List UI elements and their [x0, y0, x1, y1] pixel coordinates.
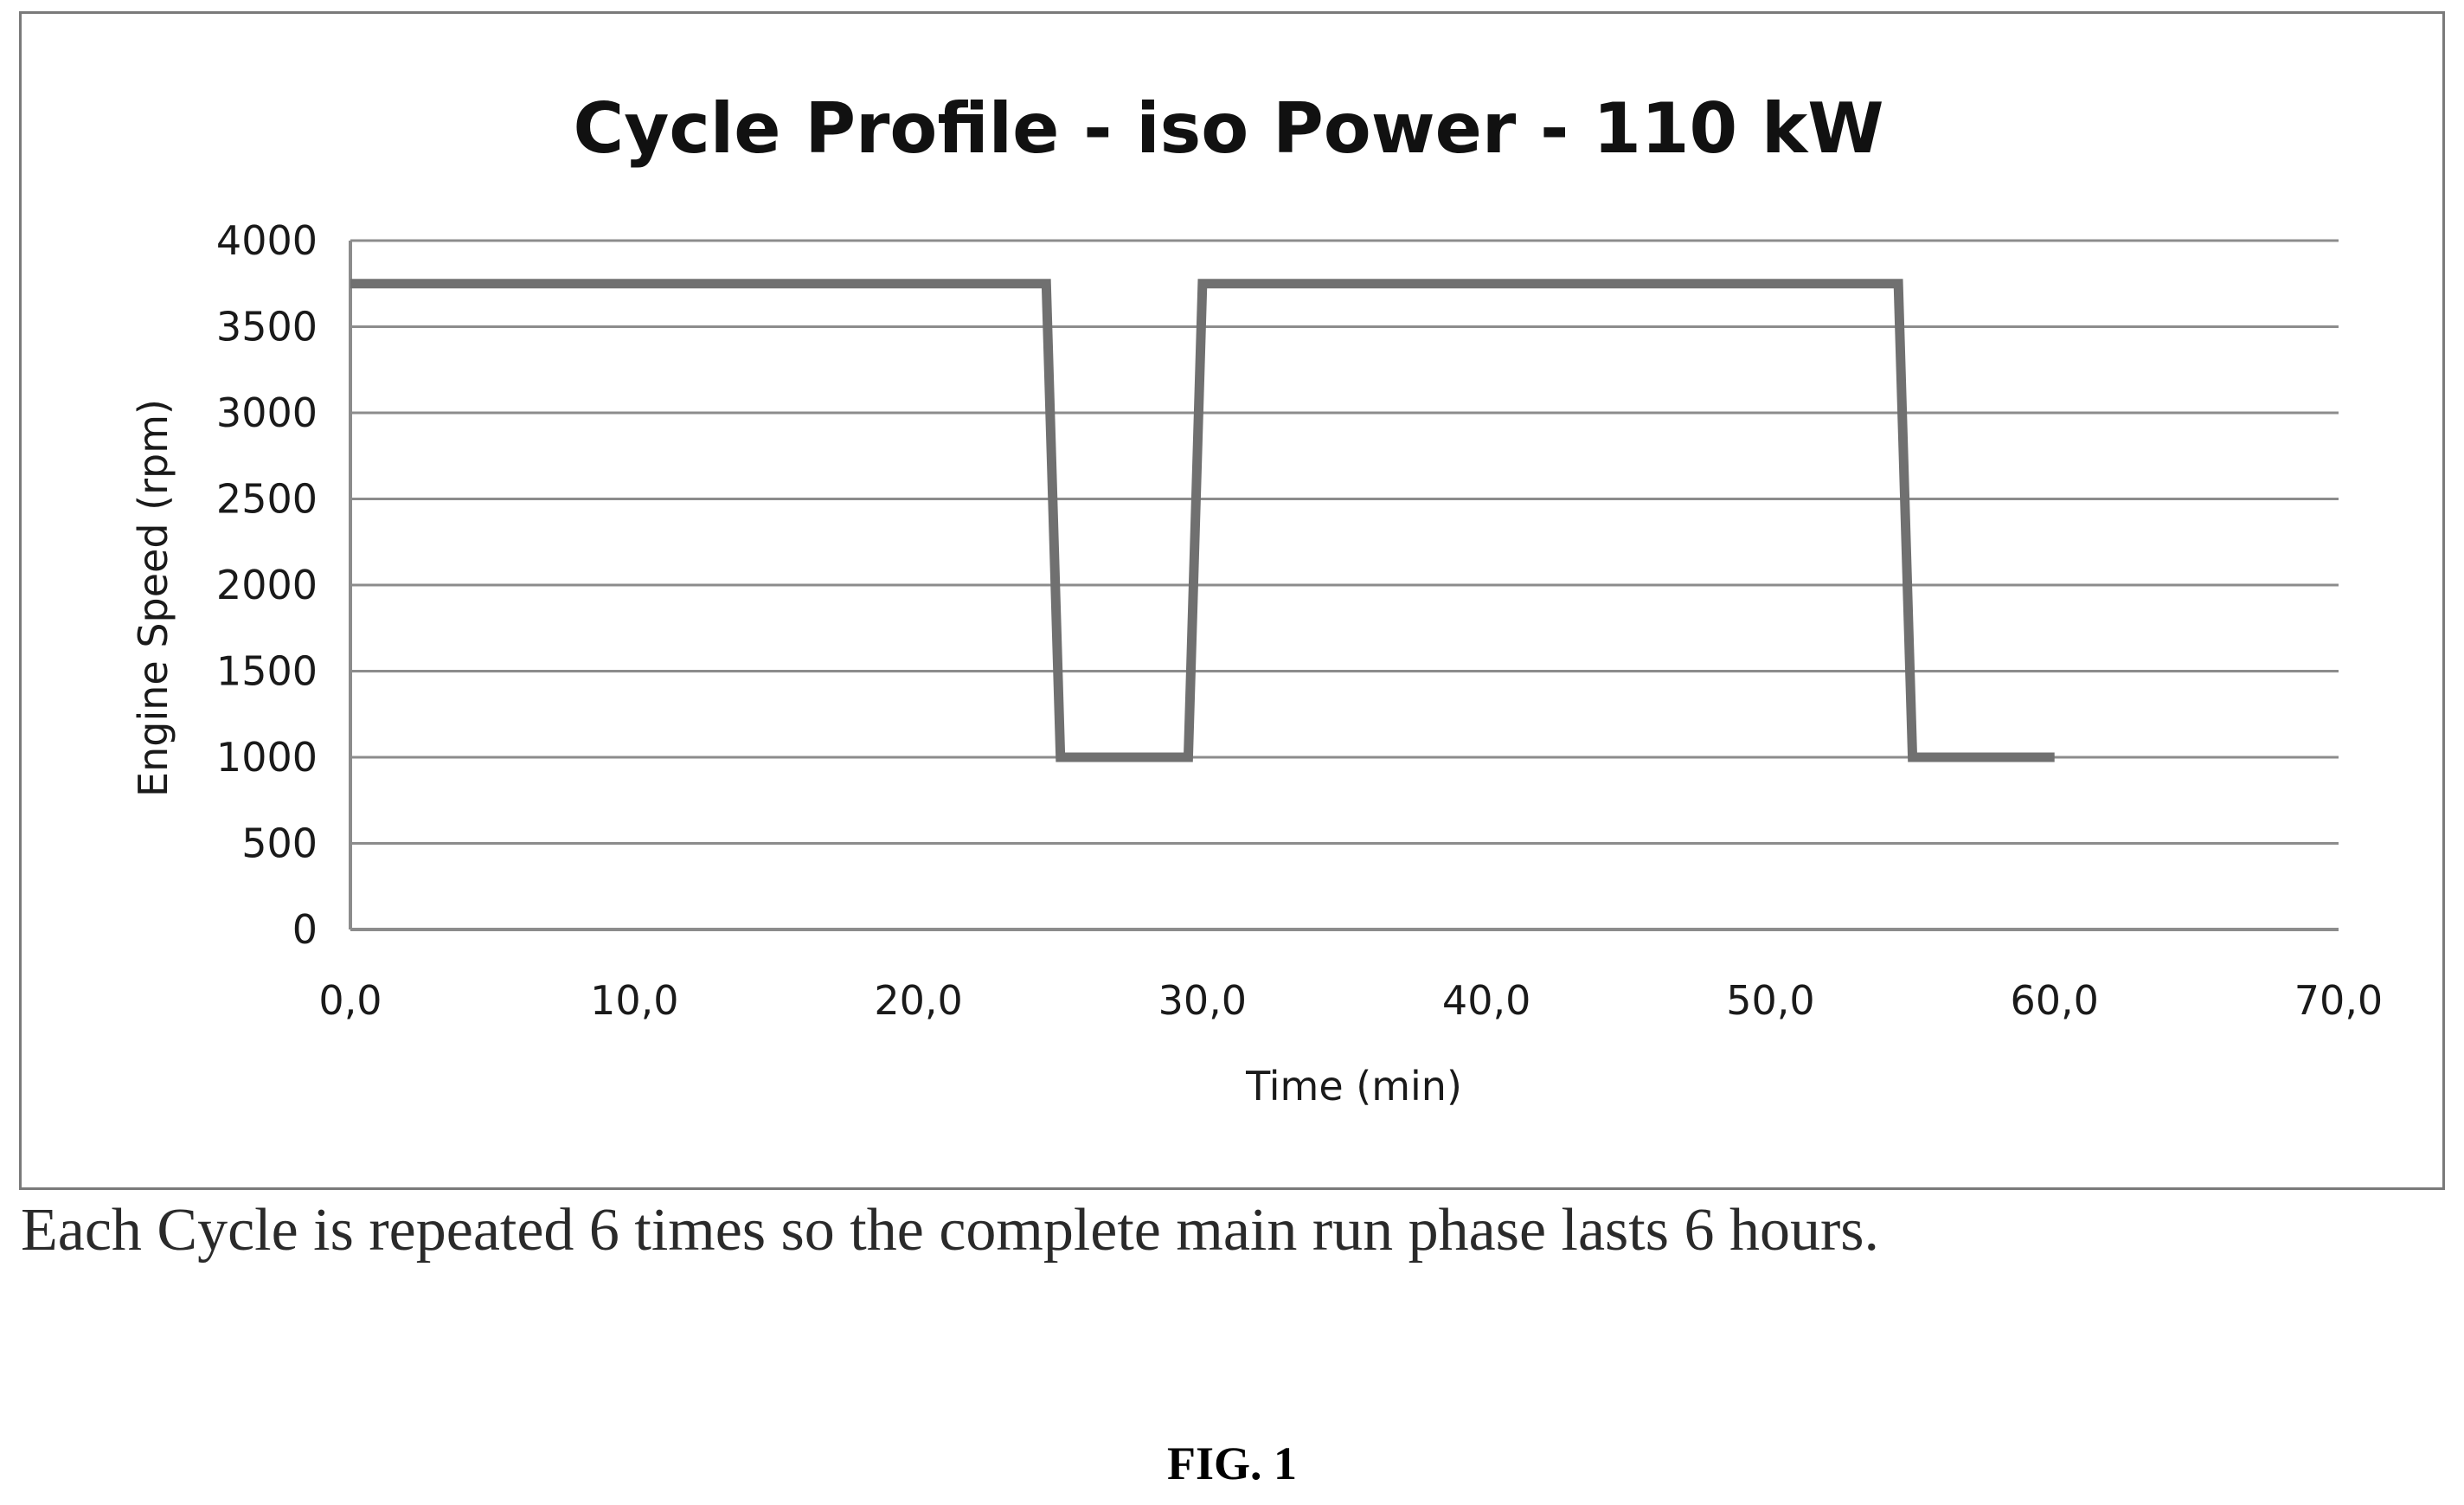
series-line-engine-speed	[350, 279, 2055, 762]
chart-title: Cycle Profile - iso Power - 110 kW	[574, 88, 1884, 169]
x-axis-ticks: 0,0 10,0 20,0 30,0 40,0 50,0 60,0 70,0	[318, 977, 2383, 1024]
x-tick-label: 30,0	[1158, 977, 1247, 1024]
chart-svg: Cycle Profile - iso Power - 110 kW 0 500 1…	[130, 88, 2383, 1109]
x-tick-label: 40,0	[1442, 977, 1530, 1024]
chart-frame: Cycle Profile - iso Power - 110 kW 0 500 1…	[19, 11, 2445, 1190]
y-tick-label: 2500	[216, 476, 318, 523]
y-tick-label: 500	[241, 820, 318, 867]
y-tick-label: 1500	[216, 648, 318, 695]
y-tick-label: 3500	[216, 304, 318, 351]
x-tick-label: 50,0	[1726, 977, 1814, 1024]
x-tick-label: 60,0	[2011, 977, 2099, 1024]
x-tick-label: 10,0	[590, 977, 678, 1024]
x-tick-label: 0,0	[318, 977, 382, 1024]
y-axis-ticks: 0 500 1000 1500 2000 2500 3000 3500 4000	[216, 217, 318, 953]
x-tick-label: 70,0	[2294, 977, 2383, 1024]
y-tick-label: 4000	[216, 217, 318, 264]
x-tick-label: 20,0	[874, 977, 962, 1024]
y-tick-label: 0	[292, 906, 318, 953]
y-tick-label: 2000	[216, 562, 318, 608]
y-axis-title: Engine Speed (rpm)	[130, 399, 176, 797]
figure-label: FIG. 1	[1166, 1437, 1297, 1489]
figure-caption: Each Cycle is repeated 6 times so the co…	[21, 1197, 1880, 1264]
y-tick-label: 1000	[216, 734, 318, 781]
x-axis-title: Time (min)	[1245, 1063, 1462, 1109]
y-tick-label: 3000	[216, 389, 318, 436]
grid-lines	[349, 239, 2339, 931]
